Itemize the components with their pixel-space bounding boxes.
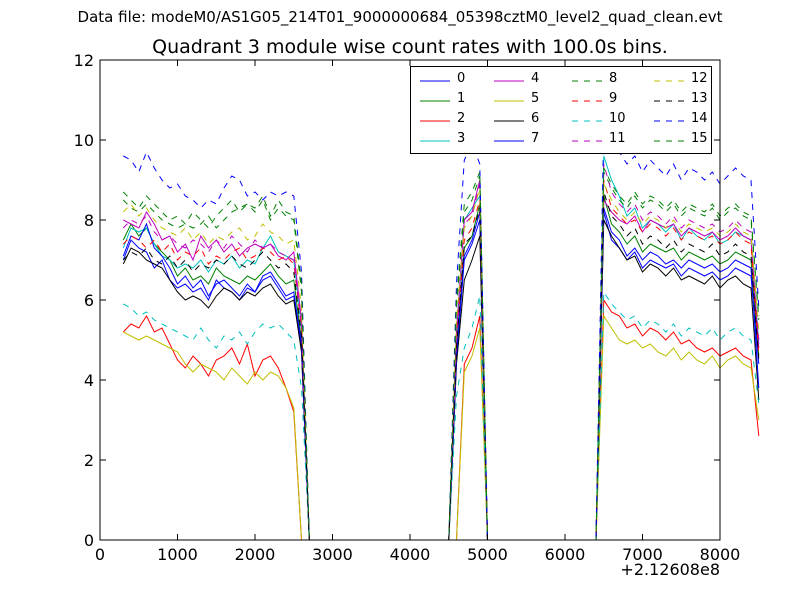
series-line-4 xyxy=(123,179,760,541)
legend-swatch xyxy=(420,100,450,102)
legend-swatch xyxy=(572,140,602,142)
x-tick-label: 3000 xyxy=(312,545,353,564)
legend-swatch xyxy=(494,140,524,142)
series-line-1 xyxy=(122,195,760,541)
y-tick-label: 4 xyxy=(84,371,94,390)
legend-label: 3 xyxy=(457,131,466,146)
y-tick-label: 0 xyxy=(84,531,94,550)
series-line-13 xyxy=(122,191,760,541)
legend-label: 12 xyxy=(691,71,708,86)
legend-swatch xyxy=(572,120,602,122)
legend-label: 14 xyxy=(691,111,708,126)
legend-swatch xyxy=(654,140,684,142)
legend-swatch xyxy=(654,120,684,122)
series-line-8 xyxy=(122,171,760,541)
series-line-9 xyxy=(122,179,760,541)
legend-swatch xyxy=(420,140,450,142)
legend-swatch xyxy=(494,100,524,102)
y-tick-label: 10 xyxy=(74,131,94,150)
legend-label: 5 xyxy=(531,91,540,106)
x-tick-label: 1000 xyxy=(157,545,198,564)
series-line-11 xyxy=(122,163,760,541)
legend-swatch xyxy=(572,100,602,102)
series-line-5 xyxy=(123,314,760,541)
series-line-14 xyxy=(123,123,760,541)
legend-label: 0 xyxy=(457,71,466,86)
x-tick-label: 6000 xyxy=(545,545,586,564)
series-line-10 xyxy=(123,290,760,541)
legend-label: 8 xyxy=(609,71,618,86)
legend: 0 1 2 3 4 5 6 7 8 9 10 11 12 13 14 15 xyxy=(410,66,712,154)
legend-label: 6 xyxy=(531,111,540,126)
legend-label: 9 xyxy=(609,91,618,106)
legend-swatch xyxy=(494,120,524,122)
legend-swatch xyxy=(654,100,684,102)
series-line-15 xyxy=(122,167,760,541)
legend-label: 13 xyxy=(691,91,708,106)
x-offset-text: +2.12608e8 xyxy=(620,560,720,579)
y-tick-label: 8 xyxy=(84,211,94,230)
x-tick-label: 2000 xyxy=(235,545,276,564)
series-line-12 xyxy=(122,183,760,541)
suptitle: Data file: modeM0/AS1G05_214T01_90000006… xyxy=(77,8,723,26)
legend-label: 15 xyxy=(691,131,708,146)
series-line-2 xyxy=(122,298,760,541)
y-tick-label: 2 xyxy=(84,451,94,470)
legend-swatch xyxy=(654,80,684,82)
x-tick-label: 5000 xyxy=(467,545,508,564)
legend-label: 7 xyxy=(531,131,540,146)
y-tick-label: 12 xyxy=(74,51,94,70)
legend-label: 2 xyxy=(457,111,466,126)
y-tick-label: 6 xyxy=(84,291,94,310)
legend-label: 1 xyxy=(457,91,466,106)
legend-swatch xyxy=(420,80,450,82)
x-tick-label: 7000 xyxy=(622,545,663,564)
series-line-6 xyxy=(122,219,760,541)
x-tick-label: 0 xyxy=(95,545,105,564)
legend-swatch xyxy=(572,80,602,82)
x-tick-label: 4000 xyxy=(390,545,431,564)
chart-title: Quadrant 3 module wise count rates with … xyxy=(152,36,668,58)
x-tick-label: 8000 xyxy=(700,545,741,564)
legend-swatch xyxy=(420,120,450,122)
legend-label: 4 xyxy=(531,71,540,86)
legend-label: 10 xyxy=(609,111,626,126)
legend-label: 11 xyxy=(609,131,626,146)
legend-swatch xyxy=(494,80,524,82)
